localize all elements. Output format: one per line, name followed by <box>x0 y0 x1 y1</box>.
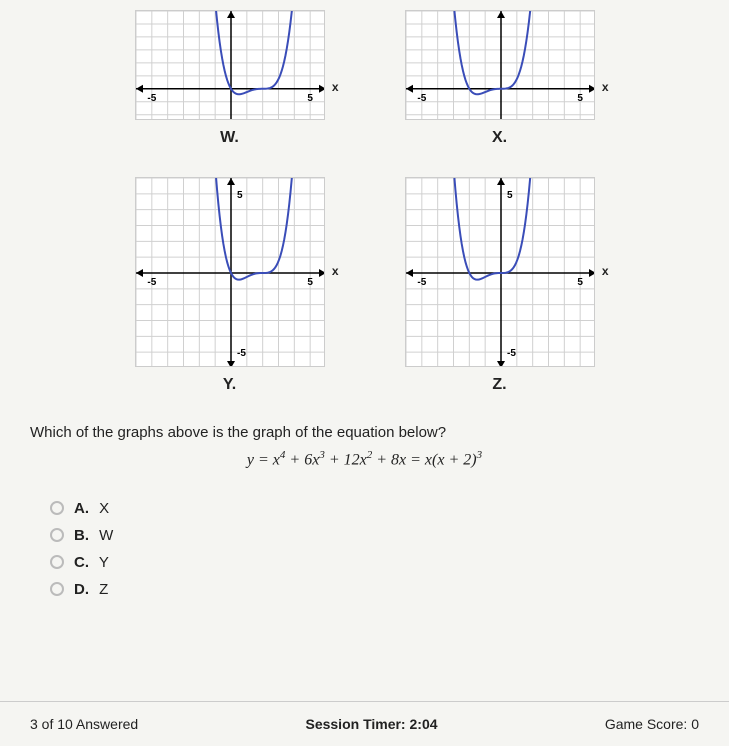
graph-y: -5 5 5 -5 <box>135 177 325 367</box>
game-score: Game Score: 0 <box>605 716 699 732</box>
graph-w: -55-5 <box>135 10 325 120</box>
option-text: Y <box>99 554 109 571</box>
progress-text: 3 of 10 Answered <box>30 716 138 732</box>
svg-text:-5: -5 <box>147 277 156 288</box>
svg-text:5: 5 <box>307 277 313 288</box>
radio-icon[interactable] <box>50 582 64 596</box>
session-timer: Session Timer: 2:04 <box>305 716 437 732</box>
option-letter: B. <box>74 527 89 544</box>
svg-text:-5: -5 <box>507 348 516 359</box>
graph-label: W. <box>135 129 325 147</box>
svg-text:-5: -5 <box>237 348 246 359</box>
option-text: X <box>99 500 109 517</box>
svg-text:5: 5 <box>577 277 583 288</box>
graph-z: -5 5 5 -5 <box>405 177 595 367</box>
graph-x: -55-5 <box>405 10 595 120</box>
option-letter: A. <box>74 500 89 517</box>
radio-icon[interactable] <box>50 501 64 515</box>
answer-options: A. X B. W C. Y D. Z <box>50 500 699 598</box>
radio-icon[interactable] <box>50 555 64 569</box>
svg-text:-5: -5 <box>417 93 426 104</box>
graph-label: Y. <box>135 376 325 394</box>
option-text: Z <box>99 581 108 598</box>
graph-block-y: y-555-5xY. <box>135 177 325 394</box>
footer-bar: 3 of 10 Answered Session Timer: 2:04 Gam… <box>0 701 729 746</box>
radio-icon[interactable] <box>50 528 64 542</box>
option-letter: D. <box>74 581 89 598</box>
question-text: Which of the graphs above is the graph o… <box>30 424 699 441</box>
equation: y = x4 + 6x3 + 12x2 + 8x = x(x + 2)3 <box>30 449 699 469</box>
graph-label: X. <box>405 129 595 147</box>
graph-block-x: -55-5xX. <box>405 10 595 147</box>
option-text: W <box>99 527 113 544</box>
graph-block-w: -55-5xW. <box>135 10 325 147</box>
option-letter: C. <box>74 554 89 571</box>
graph-label: Z. <box>405 376 595 394</box>
option-z[interactable]: D. Z <box>50 581 699 598</box>
option-w[interactable]: B. W <box>50 527 699 544</box>
svg-text:5: 5 <box>577 93 583 104</box>
option-y[interactable]: C. Y <box>50 554 699 571</box>
svg-text:-5: -5 <box>147 93 156 104</box>
svg-text:5: 5 <box>237 190 243 201</box>
svg-text:-5: -5 <box>417 277 426 288</box>
graph-block-z: y-555-5xZ. <box>405 177 595 394</box>
option-x[interactable]: A. X <box>50 500 699 517</box>
svg-text:5: 5 <box>307 93 313 104</box>
svg-text:5: 5 <box>507 190 513 201</box>
